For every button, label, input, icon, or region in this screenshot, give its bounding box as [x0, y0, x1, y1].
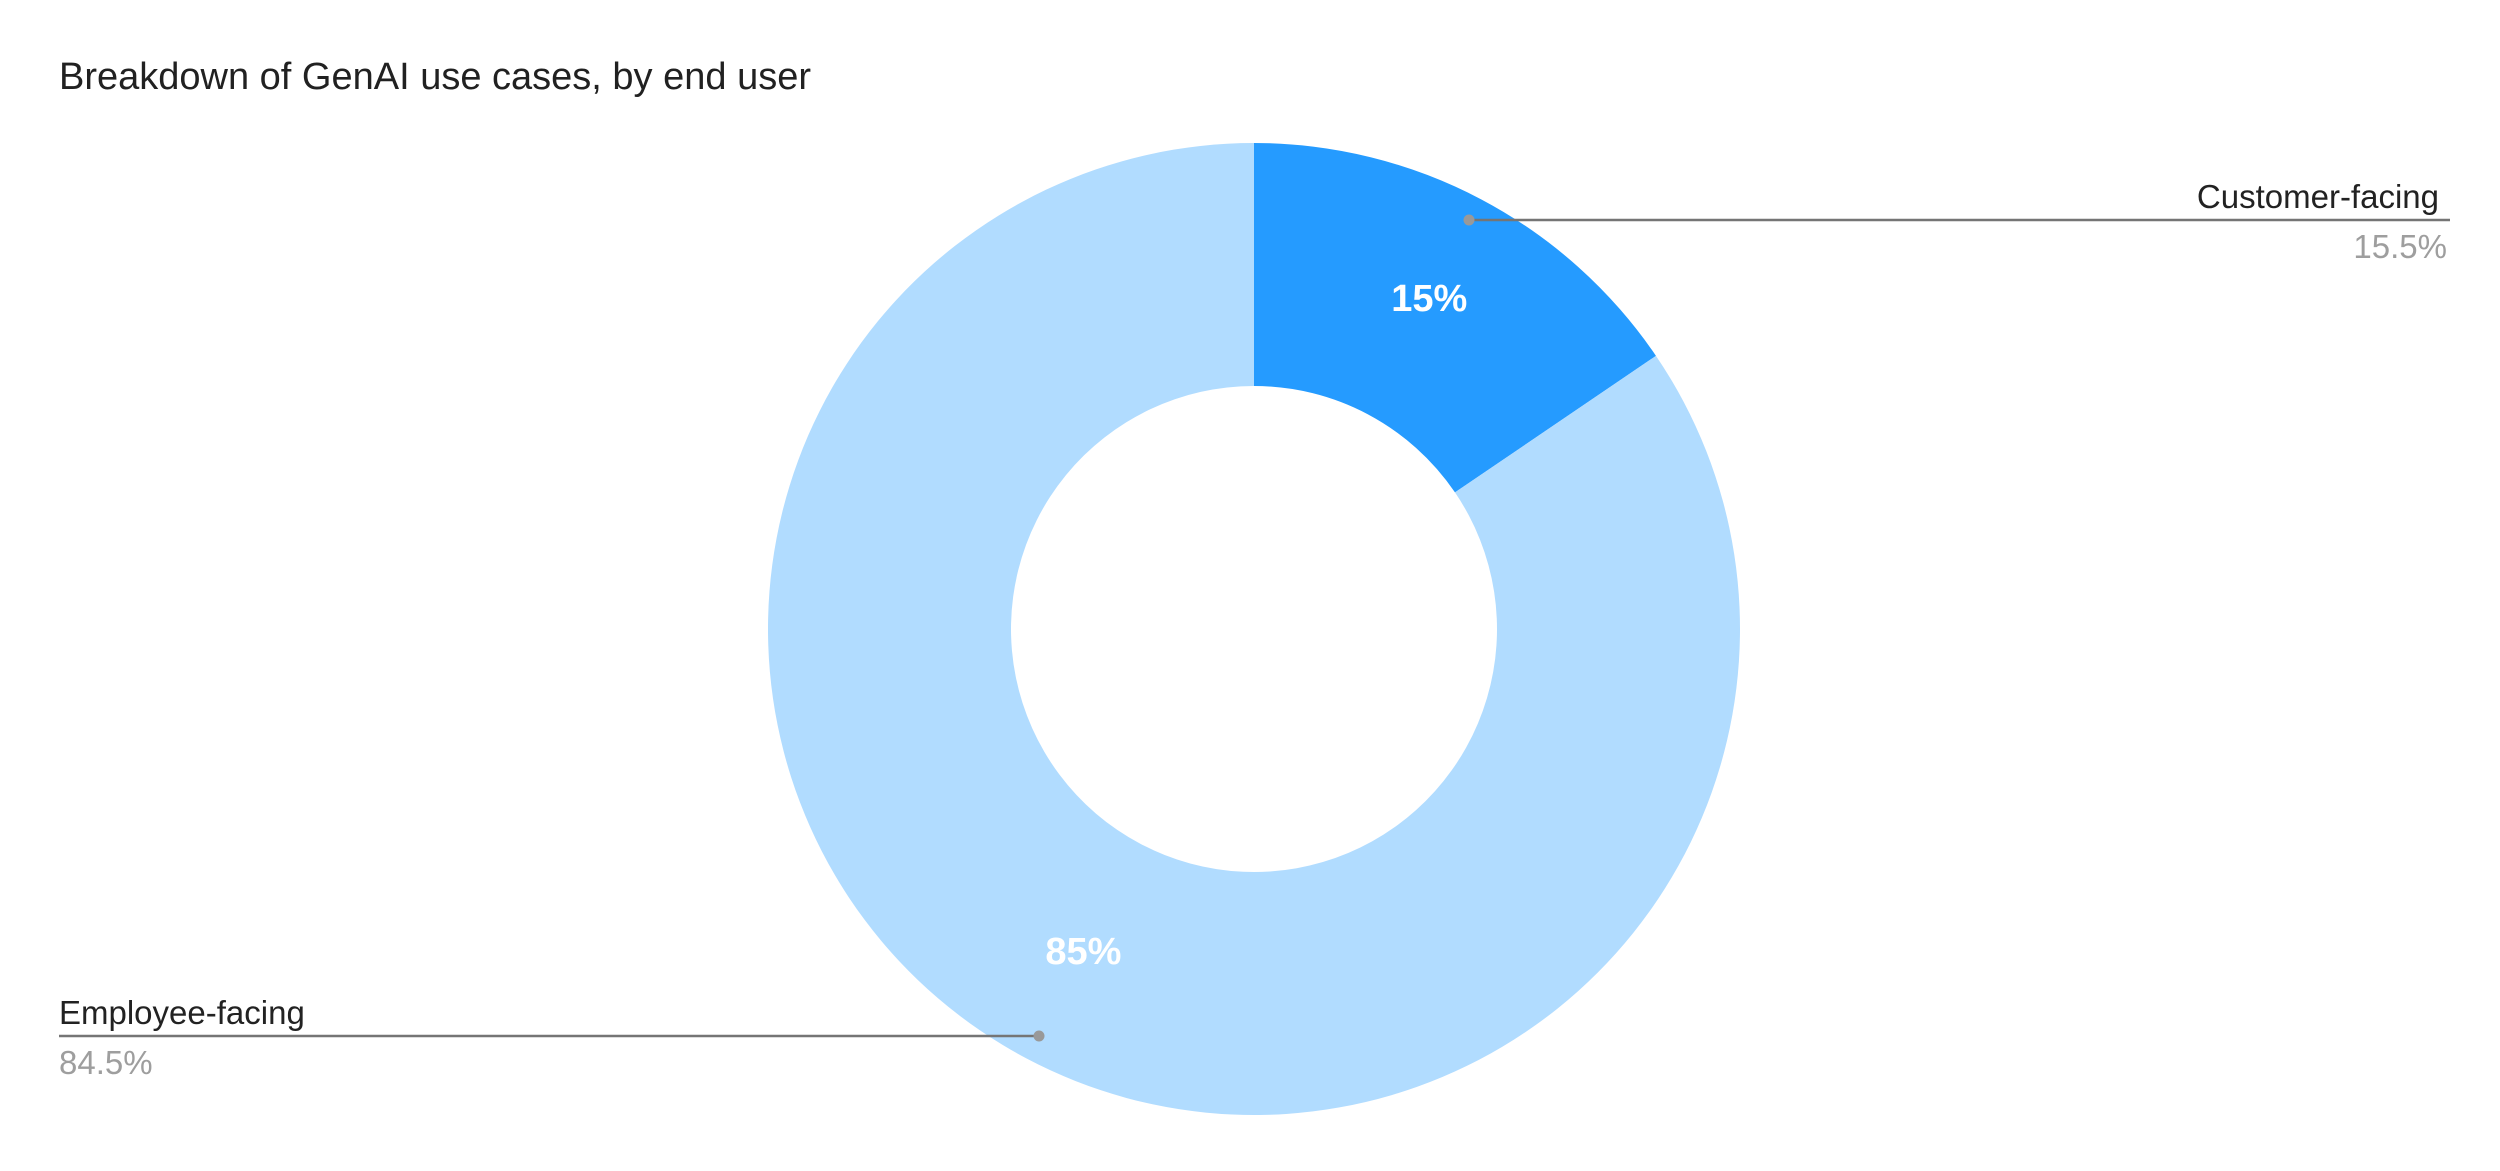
callout-percent-employee-facing: 84.5% [59, 1044, 153, 1081]
slice-employee-facing[interactable] [767, 143, 1740, 1115]
chart-title: Breakdown of GenAI use cases, by end use… [59, 56, 811, 98]
callout-dot-customer-facing [1463, 214, 1475, 226]
callout-dot-employee-facing [1033, 1030, 1045, 1042]
slice-labels-group: 15% 85% [1045, 278, 1467, 973]
callout-percent-customer-facing: 15.5% [2353, 228, 2447, 265]
slice-label-customer-facing: 15% [1391, 278, 1467, 320]
slice-label-employee-facing: 85% [1045, 931, 1121, 973]
callout-label-customer-facing: Customer-facing [2197, 178, 2439, 215]
callouts-group: Customer-facing 15.5% Employee-facing 84.5% [59, 178, 2450, 1081]
slice-customer-facing[interactable] [1254, 143, 1656, 493]
callout-label-employee-facing: Employee-facing [59, 994, 305, 1031]
slices-group [767, 143, 1740, 1115]
